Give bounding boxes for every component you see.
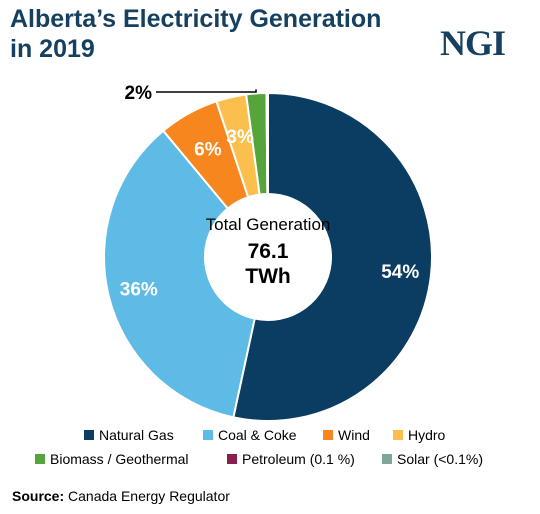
legend-swatch-1 bbox=[203, 430, 213, 440]
legend-label-1: Coal & Coke bbox=[218, 427, 297, 443]
legend-swatch-2 bbox=[323, 430, 333, 440]
slice-label-0: 54% bbox=[381, 262, 419, 283]
legend-label-3: Hydro bbox=[408, 427, 446, 443]
callout-line bbox=[156, 89, 257, 93]
legend-swatch-5 bbox=[227, 454, 237, 464]
center-label: Total Generation bbox=[206, 215, 331, 234]
callout-label: 2% bbox=[125, 83, 153, 104]
legend-swatch-4 bbox=[35, 454, 45, 464]
slice-natural-gas bbox=[232, 91, 433, 422]
source-label: Source: bbox=[12, 488, 65, 504]
legend-swatch-3 bbox=[393, 430, 403, 440]
source-text: Canada Energy Regulator bbox=[68, 488, 230, 504]
slice-label-1: 36% bbox=[120, 280, 158, 301]
legend-label-5: Petroleum (0.1 %) bbox=[242, 451, 355, 467]
legend-swatch-0 bbox=[84, 430, 94, 440]
source-note: Source: Canada Energy Regulator bbox=[12, 488, 230, 504]
center-value: 76.1 bbox=[248, 240, 289, 263]
slice-solar-0-1 bbox=[266, 91, 269, 196]
legend-label-4: Biomass / Geothermal bbox=[50, 451, 189, 467]
chart-title: Alberta’s Electricity Generation in 2019 bbox=[10, 5, 382, 63]
slice-label-2: 6% bbox=[194, 140, 222, 161]
legend-swatch-6 bbox=[382, 454, 392, 464]
center-unit: TWh bbox=[245, 265, 290, 288]
legend-label-2: Wind bbox=[338, 427, 370, 443]
slice-coal-coke bbox=[103, 129, 256, 419]
legend-label-6: Solar (<0.1%) bbox=[397, 451, 483, 467]
legend-label-0: Natural Gas bbox=[99, 427, 174, 443]
ngi-logo: NGI bbox=[440, 23, 506, 63]
slice-label-3: 3% bbox=[226, 127, 254, 148]
